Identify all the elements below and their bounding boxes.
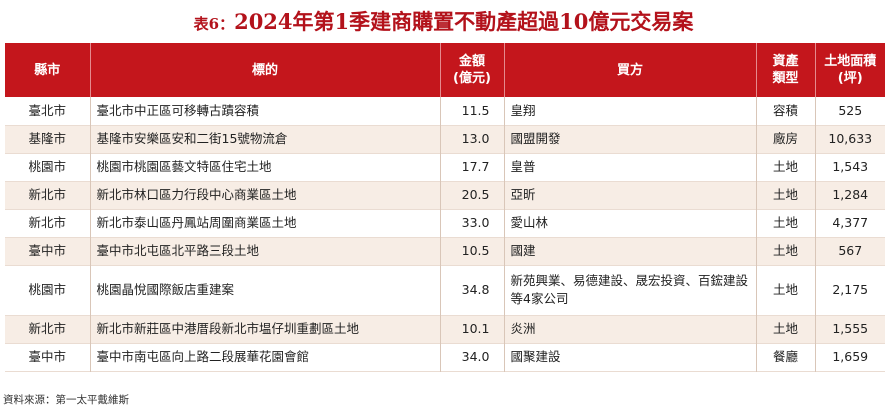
cell-type: 土地 — [755, 209, 815, 237]
header-type-line1: 資產 — [772, 54, 799, 69]
cell-buyer: 國聚建設 — [503, 343, 756, 371]
cell-type: 容積 — [755, 97, 815, 125]
table-row: 新北市 新北市泰山區丹鳳站周圍商業區土地 33.0 愛山林 土地 4,377 — [5, 209, 885, 237]
table-row: 新北市 新北市新莊區中港厝段新北市塭仔圳重劃區土地 10.1 炎洲 土地 1,5… — [5, 315, 885, 343]
header-buyer: 買方 — [503, 43, 756, 97]
header-target: 標的 — [89, 43, 440, 97]
cell-area: 2,175 — [814, 265, 885, 315]
cell-target: 新北市新莊區中港厝段新北市塭仔圳重劃區土地 — [89, 315, 440, 343]
cell-amount: 33.0 — [439, 209, 504, 237]
cell-type: 土地 — [755, 315, 815, 343]
cell-target: 新北市林口區力行段中心商業區土地 — [89, 181, 440, 209]
cell-type: 土地 — [755, 153, 815, 181]
cell-type: 土地 — [755, 181, 815, 209]
cell-target: 臺北市中正區可移轉古蹟容積 — [89, 97, 440, 125]
cell-city: 新北市 — [28, 215, 66, 230]
cell-area: 10,633 — [814, 125, 885, 153]
cell-area: 1,543 — [814, 153, 885, 181]
cell-target: 臺中市南屯區向上路二段展華花園會館 — [89, 343, 440, 371]
header-type: 資產 類型 — [755, 43, 815, 97]
cell-amount: 20.5 — [439, 181, 504, 209]
table-title-text: 2024年第1季建商購置不動產超過10億元交易案 — [234, 9, 694, 34]
cell-city: 臺中市 — [5, 237, 90, 265]
cell-city: 桃園市 — [28, 282, 66, 297]
table-row: 基隆市 基隆市安樂區安和二街15號物流倉 13.0 國盟開發 廠房 10,633 — [5, 125, 885, 153]
cell-buyer: 新苑興業、易德建設、晟宏投資、百鋐建設等4家公司 — [503, 265, 756, 315]
cell-amount: 17.7 — [439, 153, 504, 181]
cell-city: 臺中市 — [28, 349, 66, 364]
cell-city: 基隆市 — [5, 125, 90, 153]
cell-type: 土地 — [755, 265, 815, 315]
cell-target: 臺中市北屯區北平路三段土地 — [89, 237, 440, 265]
cell-city: 新北市 — [5, 315, 90, 343]
transactions-table: 縣市 標的 金額 (億元) 買方 資產類型 土地面積 (坪) 臺北市 臺北市中正區可… — [5, 43, 885, 372]
table-row: 桃園市 桃園市桃園區藝文特區住宅土地 17.7 皇普 土地 1,543 — [5, 153, 885, 181]
cell-city: 桃園市 — [28, 159, 66, 174]
table-row: 桃園市 桃園晶悅國際飯店重建案 34.8 新苑興業、易德建設、晟宏投資、百鋐建設… — [5, 265, 885, 315]
cell-area: 1,555 — [814, 315, 885, 343]
source-note: 資料來源：第一太平戴維斯 — [3, 394, 129, 406]
cell-buyer: 炎洲 — [503, 315, 756, 343]
cell-buyer: 國盟開發 — [503, 125, 756, 153]
cell-city: 臺北市 — [28, 102, 66, 118]
cell-area: 1,659 — [814, 343, 885, 371]
table-row: 新北市 新北市林口區力行段中心商業區土地 20.5 亞昕 土地 1,284 — [5, 181, 885, 209]
header-city: 縣市 — [5, 43, 90, 97]
header-amount: 金額 (億元) — [439, 43, 504, 97]
cell-buyer: 國建 — [503, 237, 756, 265]
cell-amount: 10.5 — [439, 237, 504, 265]
header-amount-line2: (億元) — [453, 71, 491, 86]
cell-type: 土地 — [755, 237, 815, 265]
cell-amount: 11.5 — [439, 97, 504, 125]
table-row: 臺北市 臺北市中正區可移轉古蹟容積 11.5 皇翔 容積 525 — [5, 97, 885, 125]
cell-target: 基隆市安樂區安和二街15號物流倉 — [89, 125, 440, 153]
header-area-line2: (坪) — [837, 71, 863, 86]
cell-area: 567 — [814, 237, 885, 265]
table-row: 臺中市 臺中市南屯區向上路二段展華花園會館 34.0 國聚建設 餐廳 1,659 — [5, 343, 885, 371]
cell-buyer: 皇普 — [503, 153, 756, 181]
cell-area: 1,284 — [814, 181, 885, 209]
cell-area: 525 — [814, 97, 885, 125]
header-amount-line1: 金額 — [458, 54, 485, 69]
cell-target: 桃園市桃園區藝文特區住宅土地 — [89, 153, 440, 181]
cell-buyer: 皇翔 — [503, 97, 756, 125]
cell-amount: 13.0 — [439, 125, 504, 153]
header-area-line1: 土地面積 — [824, 54, 877, 69]
table-number: 表6： — [193, 15, 235, 33]
header-type-line2: 類型 — [772, 71, 799, 86]
cell-type: 餐廳 — [755, 343, 815, 371]
cell-buyer: 愛山林 — [503, 209, 756, 237]
cell-type: 廠房 — [755, 125, 815, 153]
cell-buyer: 亞昕 — [503, 181, 756, 209]
cell-amount: 34.8 — [439, 265, 504, 315]
cell-city: 新北市 — [5, 181, 90, 209]
table-row: 臺中市 臺中市北屯區北平路三段土地 10.5 國建 土地 567 — [5, 237, 885, 265]
header-area: 土地面積 (坪) — [814, 43, 885, 97]
cell-area: 4,377 — [814, 209, 885, 237]
cell-amount: 34.0 — [439, 343, 504, 371]
table-title: 表6：2024年第1季建商購置不動產超過10億元交易案 — [0, 6, 887, 36]
cell-target: 桃園晶悅國際飯店重建案 — [89, 265, 440, 315]
cell-amount: 10.1 — [439, 315, 504, 343]
header-row: 縣市 標的 金額 (億元) 買方 資產類型 土地面積 (坪) — [5, 43, 885, 97]
cell-target: 新北市泰山區丹鳳站周圍商業區土地 — [89, 209, 440, 237]
